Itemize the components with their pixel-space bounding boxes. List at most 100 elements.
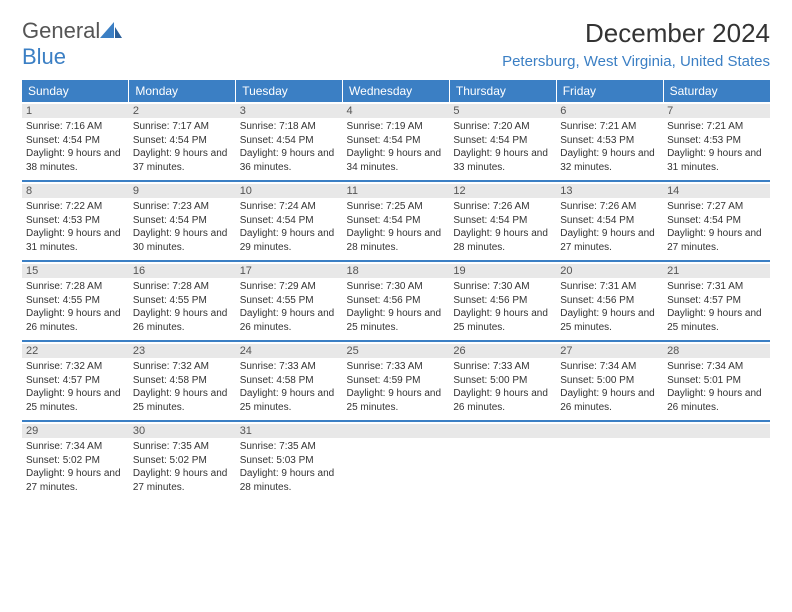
sunrise-value: 7:35 AM	[172, 441, 209, 452]
day-cell: 21Sunrise: 7:31 AMSunset: 4:57 PMDayligh…	[663, 261, 770, 341]
sunrise-label: Sunrise:	[347, 201, 384, 212]
day-details: Sunrise: 7:29 AMSunset: 4:55 PMDaylight:…	[240, 280, 339, 334]
sunrise-value: 7:26 AM	[600, 201, 637, 212]
days-of-week-row: SundayMondayTuesdayWednesdayThursdayFrid…	[22, 80, 770, 102]
day-cell: ..	[663, 421, 770, 500]
sunrise-value: 7:30 AM	[493, 281, 530, 292]
sunset-label: Sunset:	[347, 375, 381, 386]
dow-header: Tuesday	[236, 80, 343, 102]
day-number: 15	[22, 264, 129, 278]
day-number: 10	[236, 184, 343, 198]
sunset-label: Sunset:	[133, 455, 167, 466]
day-details: Sunrise: 7:35 AMSunset: 5:03 PMDaylight:…	[240, 440, 339, 494]
daylight-label: Daylight:	[240, 228, 279, 239]
sunrise-label: Sunrise:	[240, 441, 277, 452]
sunrise-value: 7:28 AM	[172, 281, 209, 292]
sail-icon	[100, 22, 122, 38]
daylight-label: Daylight:	[453, 228, 492, 239]
day-number: 2	[129, 104, 236, 118]
sunset-label: Sunset:	[347, 215, 381, 226]
sunrise-value: 7:33 AM	[279, 361, 316, 372]
sunset-label: Sunset:	[26, 375, 60, 386]
sunrise-label: Sunrise:	[240, 281, 277, 292]
sunrise-value: 7:18 AM	[279, 121, 316, 132]
sunset-value: 4:54 PM	[490, 135, 527, 146]
sunset-value: 4:53 PM	[63, 215, 100, 226]
sunrise-value: 7:34 AM	[65, 441, 102, 452]
sunset-label: Sunset:	[453, 295, 487, 306]
sunrise-label: Sunrise:	[667, 121, 704, 132]
day-details: Sunrise: 7:35 AMSunset: 5:02 PMDaylight:…	[133, 440, 232, 494]
day-number: 22	[22, 344, 129, 358]
sunset-value: 4:54 PM	[170, 215, 207, 226]
sunrise-value: 7:28 AM	[65, 281, 102, 292]
sunrise-label: Sunrise:	[240, 121, 277, 132]
sunrise-value: 7:16 AM	[65, 121, 102, 132]
sunrise-value: 7:32 AM	[172, 361, 209, 372]
day-details: Sunrise: 7:25 AMSunset: 4:54 PMDaylight:…	[347, 200, 446, 254]
day-details: Sunrise: 7:20 AMSunset: 4:54 PMDaylight:…	[453, 120, 552, 174]
day-number: 24	[236, 344, 343, 358]
sunset-value: 5:02 PM	[63, 455, 100, 466]
day-cell: 20Sunrise: 7:31 AMSunset: 4:56 PMDayligh…	[556, 261, 663, 341]
day-details: Sunrise: 7:34 AMSunset: 5:00 PMDaylight:…	[560, 360, 659, 414]
day-cell: 6Sunrise: 7:21 AMSunset: 4:53 PMDaylight…	[556, 102, 663, 181]
sunset-value: 4:54 PM	[170, 135, 207, 146]
sunrise-value: 7:24 AM	[279, 201, 316, 212]
sunrise-label: Sunrise:	[347, 361, 384, 372]
day-number: 11	[343, 184, 450, 198]
sunrise-label: Sunrise:	[560, 361, 597, 372]
day-cell: 27Sunrise: 7:34 AMSunset: 5:00 PMDayligh…	[556, 341, 663, 421]
day-cell: 7Sunrise: 7:21 AMSunset: 4:53 PMDaylight…	[663, 102, 770, 181]
sunrise-value: 7:33 AM	[386, 361, 423, 372]
location: Petersburg, West Virginia, United States	[502, 53, 770, 70]
day-number: 26	[449, 344, 556, 358]
day-number: 14	[663, 184, 770, 198]
daylight-label: Daylight:	[667, 148, 706, 159]
sunrise-label: Sunrise:	[26, 361, 63, 372]
day-cell: 13Sunrise: 7:26 AMSunset: 4:54 PMDayligh…	[556, 181, 663, 261]
day-details: Sunrise: 7:19 AMSunset: 4:54 PMDaylight:…	[347, 120, 446, 174]
day-number: 12	[449, 184, 556, 198]
day-details: Sunrise: 7:33 AMSunset: 4:58 PMDaylight:…	[240, 360, 339, 414]
daylight-label: Daylight:	[133, 228, 172, 239]
day-cell: 31Sunrise: 7:35 AMSunset: 5:03 PMDayligh…	[236, 421, 343, 500]
daylight-label: Daylight:	[560, 148, 599, 159]
sunrise-label: Sunrise:	[667, 201, 704, 212]
sunrise-value: 7:20 AM	[493, 121, 530, 132]
day-number: 4	[343, 104, 450, 118]
day-details: Sunrise: 7:30 AMSunset: 4:56 PMDaylight:…	[453, 280, 552, 334]
sunset-value: 5:00 PM	[597, 375, 634, 386]
sunrise-label: Sunrise:	[560, 201, 597, 212]
sunrise-label: Sunrise:	[26, 121, 63, 132]
day-cell: ..	[449, 421, 556, 500]
day-number: 23	[129, 344, 236, 358]
sunset-value: 4:57 PM	[63, 375, 100, 386]
sunset-value: 4:54 PM	[597, 215, 634, 226]
daylight-label: Daylight:	[453, 308, 492, 319]
daylight-label: Daylight:	[26, 468, 65, 479]
sunset-value: 4:56 PM	[597, 295, 634, 306]
week-row: 22 Sunrise: 7:32 AM Sunset: 4:57 PM Dayligh…	[22, 341, 770, 421]
day-details: Sunrise: 7:28 AMSunset: 4:55 PMDaylight:…	[26, 280, 125, 334]
sunset-label: Sunset:	[240, 375, 274, 386]
day-cell: 9Sunrise: 7:23 AMSunset: 4:54 PMDaylight…	[129, 181, 236, 261]
sunset-label: Sunset:	[347, 135, 381, 146]
day-cell: 3Sunrise: 7:18 AMSunset: 4:54 PMDaylight…	[236, 102, 343, 181]
day-cell: 30Sunrise: 7:35 AMSunset: 5:02 PMDayligh…	[129, 421, 236, 500]
daylight-label: Daylight:	[26, 308, 65, 319]
sunset-label: Sunset:	[26, 295, 60, 306]
day-cell: 8Sunrise: 7:22 AMSunset: 4:53 PMDaylight…	[22, 181, 129, 261]
day-cell: 11 Sunrise: 7:25 AMSunset: 4:54 PMDayligh…	[343, 181, 450, 261]
daylight-label: Daylight:	[133, 308, 172, 319]
sunrise-value: 7:35 AM	[279, 441, 316, 452]
sunset-label: Sunset:	[26, 455, 60, 466]
daylight-label: Daylight:	[133, 388, 172, 399]
sunset-value: 5:03 PM	[276, 455, 313, 466]
sunrise-label: Sunrise:	[453, 281, 490, 292]
day-details: Sunrise: 7:21 AMSunset: 4:53 PMDaylight:…	[667, 120, 766, 174]
dow-header: Friday	[556, 80, 663, 102]
logo-text-blue: Blue	[22, 44, 66, 69]
sunrise-value: 7:17 AM	[172, 121, 209, 132]
calendar-body: 1Sunrise: 7:16 AMSunset: 4:54 PMDaylight…	[22, 102, 770, 500]
